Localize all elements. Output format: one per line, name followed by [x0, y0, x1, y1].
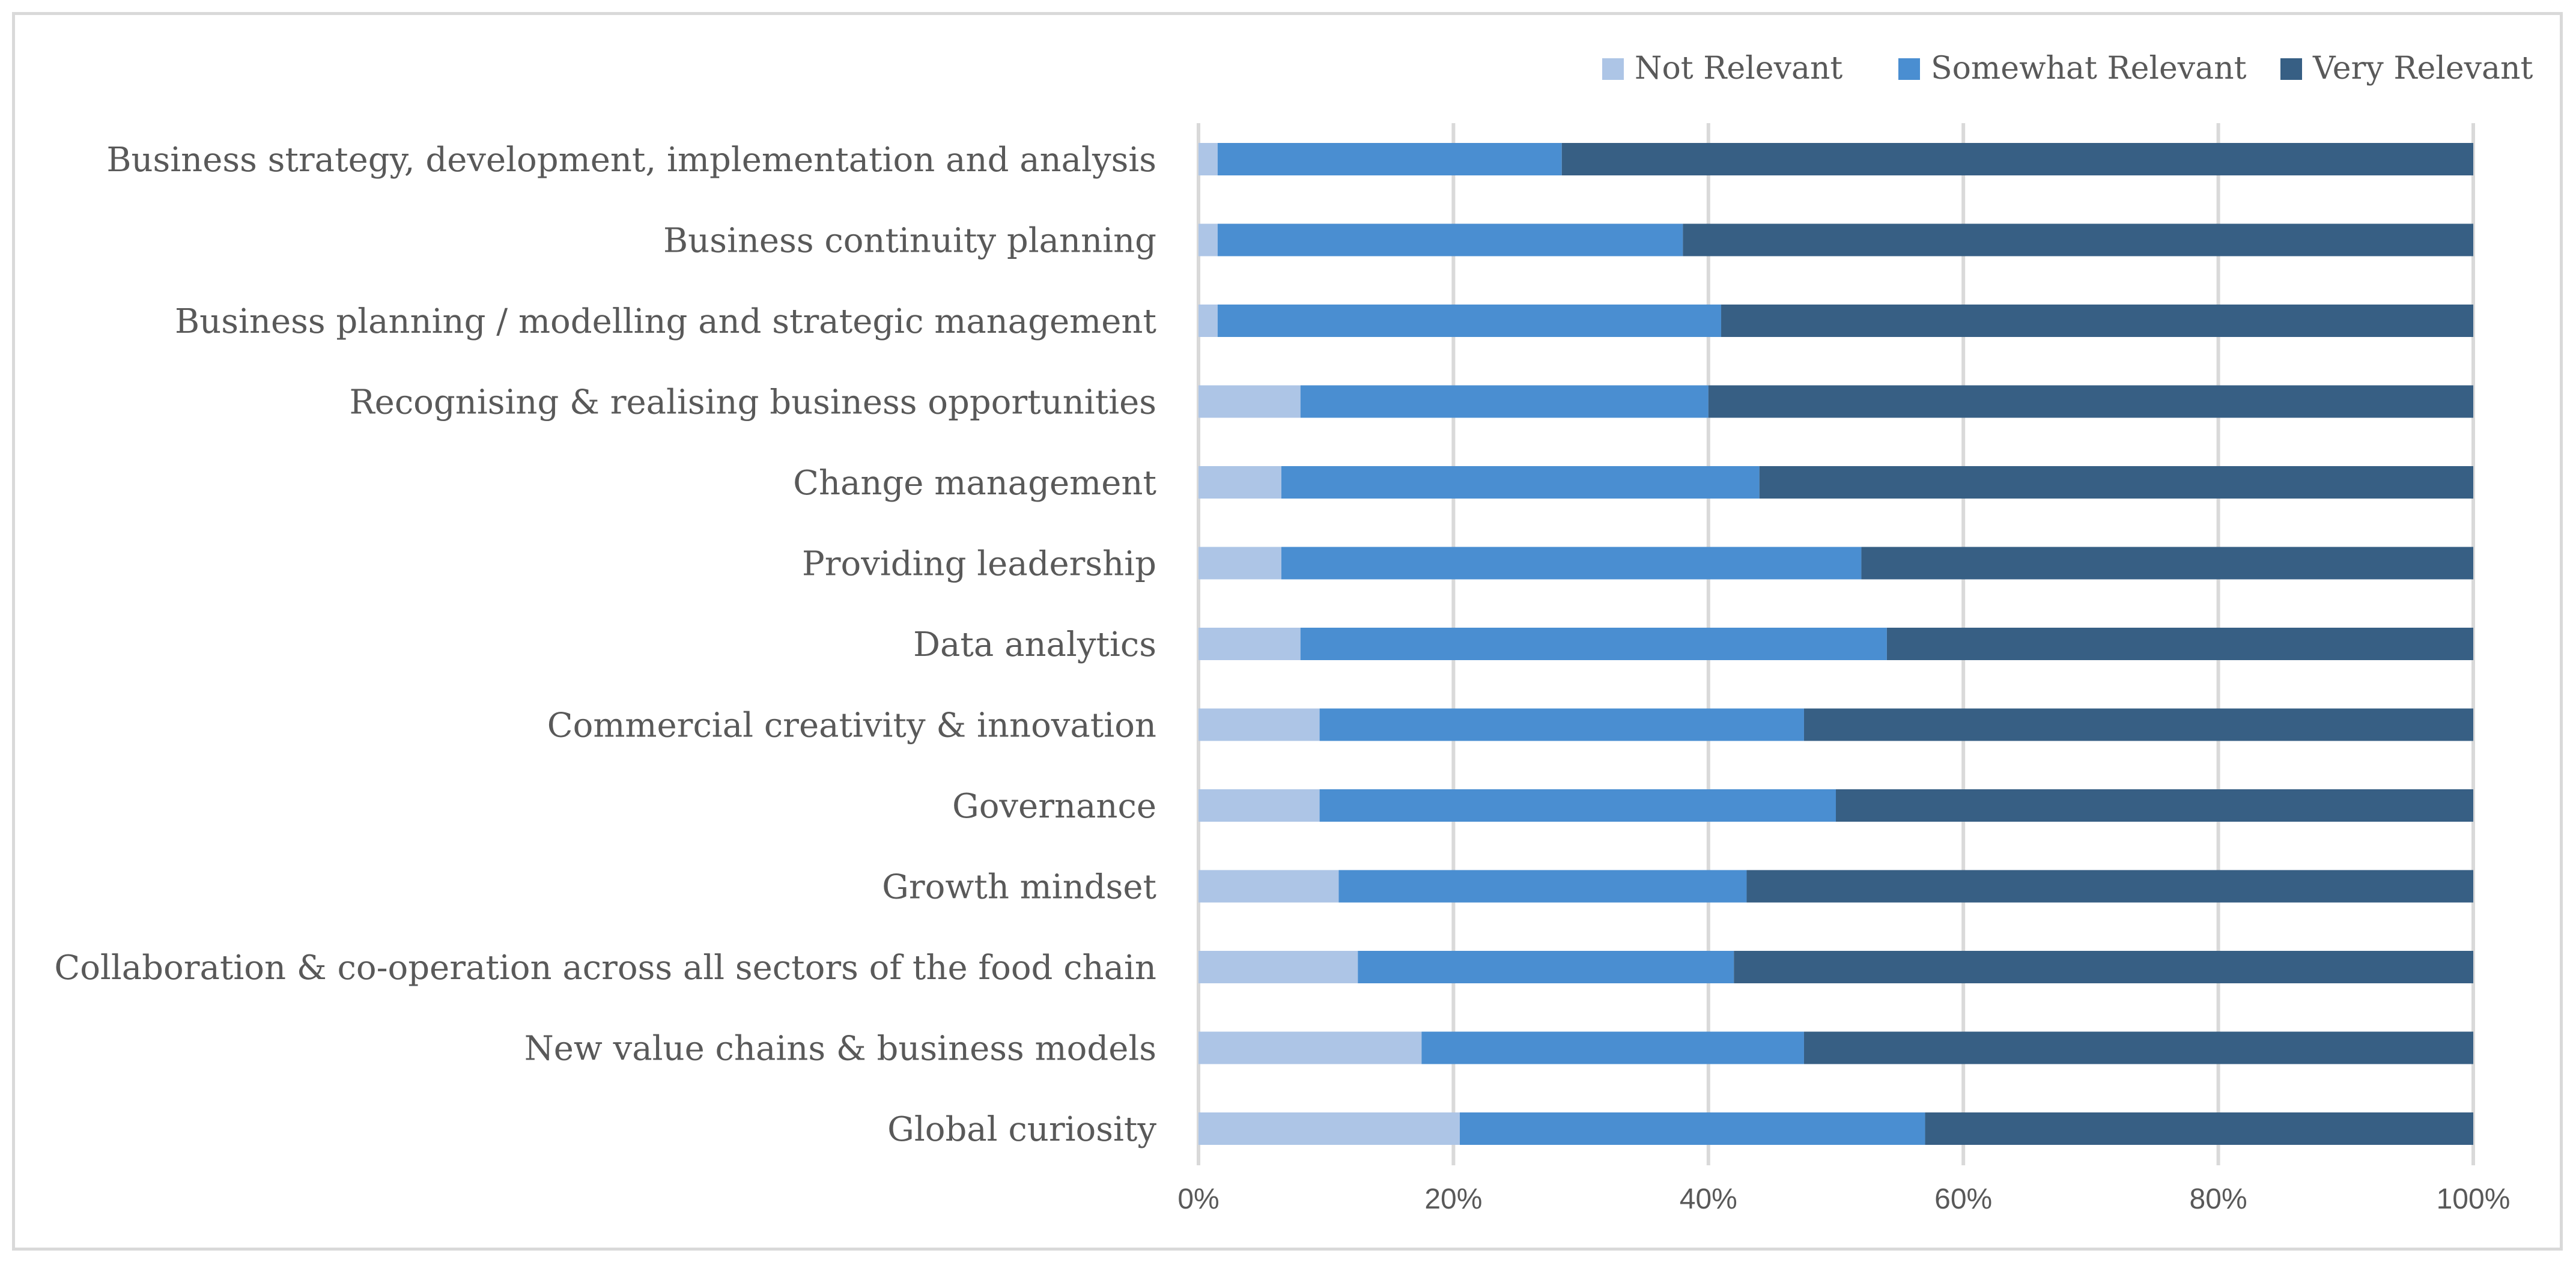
bar-very-relevant: [1734, 951, 2473, 983]
x-tick-labels: 0% 20% 40% 60% 80% 100%: [1177, 1183, 2510, 1215]
bar-very-relevant: [1886, 628, 2473, 660]
category-label: Global curiosity: [887, 1110, 1156, 1149]
x-tick-label: 20%: [1424, 1183, 1482, 1215]
bar-not-relevant: [1198, 1031, 1422, 1064]
legend-label: Somewhat Relevant: [1931, 50, 2247, 86]
bar-somewhat-relevant: [1460, 1112, 1925, 1145]
bar-very-relevant: [1683, 223, 2473, 256]
category-label: Data analytics: [913, 625, 1156, 664]
x-tick-label: 80%: [2190, 1183, 2247, 1215]
category-label: New value chains & business models: [524, 1030, 1156, 1069]
bar-somewhat-relevant: [1421, 1031, 1804, 1064]
bar-very-relevant: [1561, 143, 2473, 175]
bar-not-relevant: [1198, 143, 1218, 175]
legend: Not Relevant Somewhat Relevant Very Releva…: [1602, 50, 2533, 86]
x-tick-label: 0%: [1177, 1183, 1219, 1215]
category-label: Governance: [952, 787, 1156, 826]
bar-not-relevant: [1198, 1112, 1460, 1145]
category-label: Providing leadership: [802, 545, 1156, 584]
category-label: Collaboration & co-operation across all …: [54, 948, 1156, 987]
bar-not-relevant: [1198, 305, 1218, 337]
category-label: Business strategy, development, implemen…: [106, 141, 1156, 180]
bar-somewhat-relevant: [1217, 223, 1683, 256]
bar-somewhat-relevant: [1338, 870, 1747, 903]
category-label: Growth mindset: [882, 868, 1156, 907]
bar-very-relevant: [1925, 1112, 2473, 1145]
category-label: Change management: [793, 464, 1156, 503]
stacked-bar-chart: Business strategy, development, implemen…: [54, 50, 2533, 1215]
bar-somewhat-relevant: [1358, 951, 1734, 983]
category-label: Recognising & realising business opportu…: [350, 383, 1156, 422]
bar-not-relevant: [1198, 951, 1358, 983]
bar-very-relevant: [1746, 870, 2473, 903]
legend-label: Very Relevant: [2312, 50, 2533, 86]
bar-not-relevant: [1198, 547, 1281, 580]
x-tick-label: 40%: [1680, 1183, 1737, 1215]
bar-somewhat-relevant: [1281, 547, 1862, 580]
bar-somewhat-relevant: [1300, 628, 1887, 660]
bar-not-relevant: [1198, 628, 1301, 660]
bar-somewhat-relevant: [1319, 789, 1836, 822]
legend-label: Not Relevant: [1635, 50, 1842, 86]
bar-somewhat-relevant: [1281, 466, 1760, 499]
category-label: Commercial creativity & innovation: [547, 706, 1156, 745]
bar-very-relevant: [1861, 547, 2473, 580]
bar-very-relevant: [1803, 708, 2473, 741]
category-labels: Business strategy, development, implemen…: [54, 141, 1156, 1149]
bar-not-relevant: [1198, 223, 1218, 256]
bars: [1198, 143, 2473, 1145]
legend-swatch: [1898, 58, 1920, 80]
bar-somewhat-relevant: [1217, 143, 1562, 175]
bar-very-relevant: [1803, 1031, 2473, 1064]
category-label: Business continuity planning: [663, 222, 1156, 261]
x-tick-label: 60%: [1934, 1183, 1992, 1215]
legend-swatch: [2280, 58, 2302, 80]
chart-frame: Business strategy, development, implemen…: [12, 12, 2563, 1251]
bar-somewhat-relevant: [1217, 305, 1722, 337]
legend-swatch: [1602, 58, 1624, 80]
category-label: Business planning / modelling and strate…: [175, 302, 1156, 341]
bar-very-relevant: [1836, 789, 2473, 822]
bar-very-relevant: [1721, 305, 2473, 337]
bar-not-relevant: [1198, 789, 1320, 822]
bar-somewhat-relevant: [1300, 385, 1709, 418]
bar-not-relevant: [1198, 385, 1301, 418]
bar-very-relevant: [1708, 385, 2473, 418]
bar-somewhat-relevant: [1319, 708, 1804, 741]
bar-not-relevant: [1198, 466, 1281, 499]
bar-not-relevant: [1198, 708, 1320, 741]
bar-not-relevant: [1198, 870, 1339, 903]
x-tick-label: 100%: [2437, 1183, 2511, 1215]
bar-very-relevant: [1759, 466, 2473, 499]
